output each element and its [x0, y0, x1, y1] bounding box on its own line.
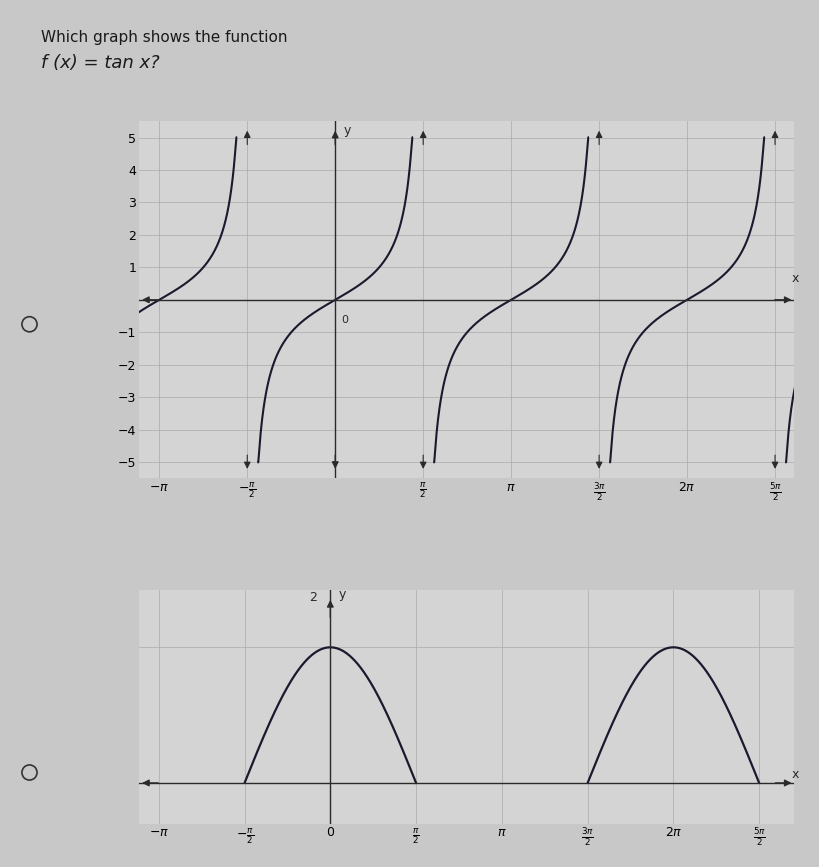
Text: Which graph shows the function: Which graph shows the function — [41, 30, 287, 45]
Text: 2: 2 — [309, 591, 317, 604]
Text: x: x — [792, 272, 799, 285]
Text: y: y — [338, 589, 346, 602]
Text: x: x — [792, 767, 799, 780]
Text: f (x) = tan x?: f (x) = tan x? — [41, 54, 160, 72]
Text: 0: 0 — [341, 315, 348, 324]
Text: y: y — [344, 124, 351, 137]
